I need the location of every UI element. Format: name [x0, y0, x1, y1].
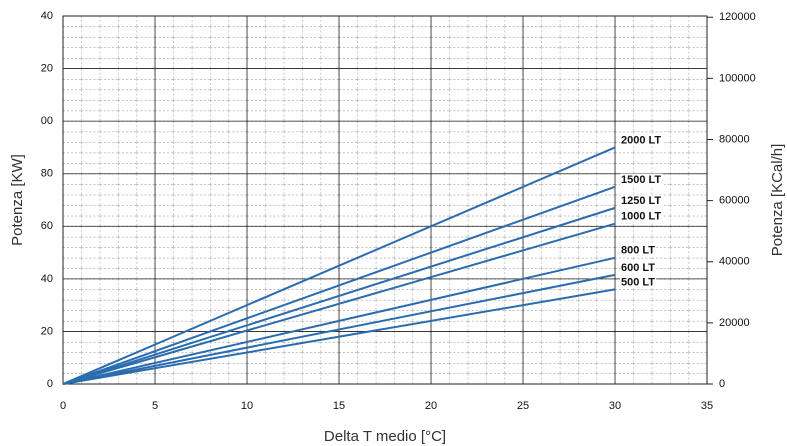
x-tick-label: 30 — [609, 400, 621, 412]
y2-tick-label: 40000 — [719, 256, 750, 268]
plot-frame — [62, 15, 708, 385]
series-line — [62, 206, 616, 385]
series-label: 500 LT — [620, 276, 657, 289]
label-bg — [620, 194, 663, 207]
label-bg — [620, 173, 663, 186]
y2-tick-label: 120000 — [719, 11, 756, 23]
x-tick-label: 5 — [152, 400, 158, 412]
series-line — [62, 185, 616, 385]
y-axis-title: Potenza [KW] — [9, 154, 26, 246]
series-label: 1000 LT — [620, 210, 663, 223]
y2-tick-label: 20000 — [719, 317, 750, 329]
label-bg — [620, 210, 663, 223]
series-label: 600 LT — [620, 261, 657, 274]
y-tick-label: 40 — [41, 10, 53, 22]
series-line — [62, 288, 616, 385]
series-line — [62, 222, 616, 385]
label-bg — [620, 261, 657, 274]
y2-axis-title: Potenza [KCal/h] — [769, 144, 786, 257]
series-label-text: 800 LT — [621, 245, 655, 257]
series-label: 1500 LT — [620, 173, 663, 186]
y-tick-label: 60 — [41, 220, 53, 232]
x-tick-label: 0 — [60, 400, 66, 412]
series-line — [62, 146, 616, 385]
y-tick-label: 20 — [41, 325, 53, 337]
series-label-text: 1000 LT — [621, 211, 661, 223]
x-tick-label: 35 — [701, 400, 713, 412]
series-label-text: 1500 LT — [621, 174, 661, 186]
x-tick-label: 25 — [517, 400, 529, 412]
x-tick-label: 15 — [333, 400, 345, 412]
y2-tick-label: 60000 — [719, 195, 750, 207]
y2-tick-label: 100000 — [719, 72, 756, 84]
label-bg — [620, 276, 657, 289]
y-tick-label: 80 — [41, 168, 53, 180]
y2-tick-label: 0 — [719, 378, 725, 390]
y-tick-label: 0 — [47, 378, 53, 390]
series-label-text: 600 LT — [621, 262, 655, 274]
x-tick-label: 20 — [425, 400, 437, 412]
label-bg — [620, 134, 663, 147]
y-tick-label: 20 — [41, 62, 53, 74]
label-bg — [620, 244, 657, 257]
series-label: 1250 LT — [620, 194, 663, 207]
minor-grid — [63, 16, 707, 384]
series-label: 800 LT — [620, 244, 657, 257]
y-tick-label: 40 — [41, 273, 53, 285]
series-label-text: 500 LT — [621, 276, 655, 288]
series-line — [62, 273, 616, 385]
y2-tick-label: 80000 — [719, 133, 750, 145]
x-tick-label: 10 — [241, 400, 253, 412]
y-tick-label: 00 — [41, 115, 53, 127]
x-axis-title: Delta T medio [°C] — [324, 428, 446, 445]
series-label: 2000 LT — [620, 134, 663, 147]
series-label-text: 1250 LT — [621, 195, 661, 207]
series-label-text: 2000 LT — [621, 134, 661, 146]
series-line — [62, 256, 616, 385]
